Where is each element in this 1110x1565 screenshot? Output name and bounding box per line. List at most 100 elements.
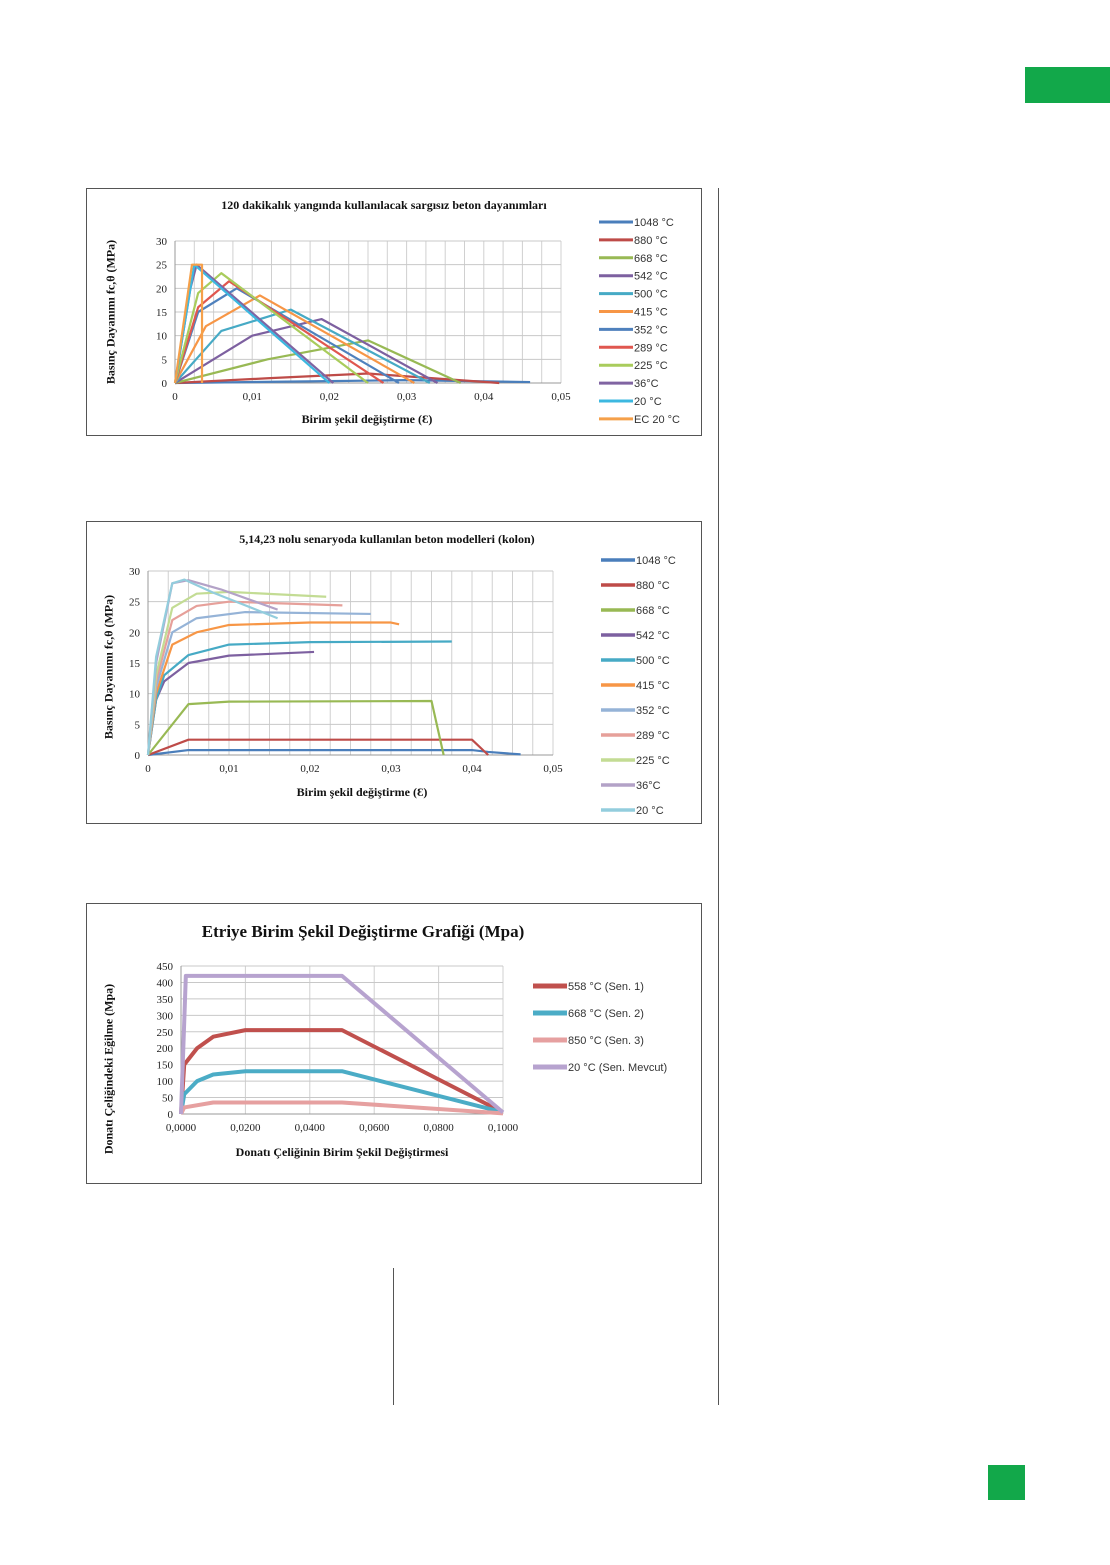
legend-label: 225 °C [636,755,670,767]
y-tick-label: 30 [156,236,168,248]
x-tick-label: 0,0600 [359,1122,390,1134]
y-tick-label: 0 [135,750,141,762]
column-divider [718,188,719,1405]
series-line-5 [174,294,415,384]
series-line-8 [173,272,369,384]
y-tick-label: 50 [162,1093,174,1105]
legend-label: 415 °C [636,680,670,692]
legend-label: 352 °C [636,705,670,717]
legend-label: 668 °C [634,253,668,265]
legend-label: 558 °C (Sen. 1) [568,981,644,993]
y-tick-label: 30 [129,566,141,578]
y-tick-label: 100 [157,1076,174,1088]
x-tick-label: 0,04 [462,763,482,775]
y-tick-label: 20 [129,627,141,639]
y-tick-label: 15 [156,307,168,319]
series-line-0 [147,748,521,757]
y-axis-title: Donatı Çeliğindeki Eğilme (Mpa) [101,983,116,1155]
legend-label: 20 °C [636,805,664,817]
y-tick-label: 0 [162,378,168,390]
y-tick-label: 5 [162,354,168,366]
series-line-7 [173,280,385,384]
y-tick-label: 150 [157,1060,174,1072]
legend-label: 542 °C [636,630,670,642]
chart-column-concrete-models: 0 5 10 15 20 25 30 0 0,01 0,02 0,03 0,04 0,05 1048 °C… [86,521,702,824]
series-line-10 [146,578,279,756]
legend-label: 668 °C [636,605,670,617]
series-line-4 [146,640,452,756]
section-tab-marker [1025,67,1110,103]
x-tick-label: 0,1000 [488,1122,519,1134]
x-tick-label: 0,02 [320,391,339,403]
y-tick-label: 450 [157,961,174,973]
y-tick-label: 0 [168,1109,174,1121]
legend-label: 415 °C [634,307,668,319]
x-tick-label: 0,0800 [423,1122,454,1134]
x-tick-label: 0,01 [243,391,262,403]
series-line-2 [174,339,462,385]
legend-label: 36°C [636,780,661,792]
y-tick-label: 20 [156,283,168,295]
x-tick-label: 0 [172,391,178,403]
legend-label: 225 °C [634,360,668,372]
series-line-6 [146,610,371,756]
legend-label: 20 °C [634,396,662,408]
y-tick-label: 5 [135,719,141,731]
x-tick-label: 0 [145,763,151,775]
legend-label: EC 20 °C [634,414,680,426]
x-tick-label: 0,03 [397,391,417,403]
x-tick-label: 0,0000 [166,1122,197,1134]
legend-label: 880 °C [634,235,668,247]
series-line-3 [179,973,505,1115]
column-divider-lower [393,1268,394,1405]
legend-label: 880 °C [636,580,670,592]
y-tick-label: 10 [156,331,168,343]
series-line-2 [179,1100,504,1116]
x-axis-title: Donatı Çeliğinin Birim Şekil Değiştirmes… [235,1145,449,1159]
legend-label: 20 °C (Sen. Mevcut) [568,1062,667,1074]
chart-title: 120 dakikalık yangında kullanılacak sarg… [221,198,547,212]
x-tick-label: 0,04 [474,391,494,403]
series-line-11 [173,263,204,384]
x-tick-label: 0,03 [381,763,401,775]
chart-stirrup-strain: 0 50 100 150 200 250 300 350 400 450 0,0000 0,0200 0… [86,903,702,1184]
y-tick-label: 400 [157,977,174,989]
series-line-1 [174,372,500,385]
y-tick-label: 25 [156,260,168,272]
legend-label: 542 °C [634,271,668,283]
y-tick-label: 200 [157,1043,174,1055]
legend-label: 850 °C (Sen. 3) [568,1035,644,1047]
x-tick-label: 0,02 [300,763,319,775]
y-tick-label: 300 [157,1010,174,1022]
series-line-2 [147,699,445,756]
x-tick-label: 0,0200 [230,1122,261,1134]
series-line-1 [147,738,489,757]
x-axis-title: Birim şekil değiştirme (Ɛ) [296,785,428,799]
series-line-3 [174,318,439,384]
x-tick-label: 0,05 [543,763,563,775]
legend-label: 1048 °C [634,217,674,229]
chart-title: Etriye Birim Şekil Değiştirme Grafiği (M… [201,922,525,941]
legend-label: 352 °C [634,324,668,336]
series-line-5 [146,621,400,756]
legend-label: 289 °C [636,730,670,742]
chart-unconfined-concrete: 0 5 10 15 20 25 30 0 0,01 0,02 0,03 0,04 0,05 1048 °C… [86,188,702,436]
x-axis-title: Birim şekil değiştirme (Ɛ) [301,412,433,426]
x-tick-label: 0,01 [219,763,238,775]
y-tick-label: 25 [129,597,141,609]
y-tick-label: 250 [157,1027,174,1039]
series-line-4 [174,308,431,384]
y-tick-label: 350 [157,994,174,1006]
legend-label: 36°C [634,378,659,390]
y-axis-title: Basınç Dayanımı fc,θ (MPa) [103,239,118,385]
x-tick-label: 0,05 [551,391,571,403]
legend-label: 1048 °C [636,555,676,567]
page-number-marker [988,1465,1025,1500]
legend-label: 289 °C [634,342,668,354]
y-tick-label: 10 [129,689,141,701]
legend-label: 500 °C [634,289,668,301]
chart-title: 5,14,23 nolu senaryoda kullanılan beton … [239,532,535,546]
x-tick-label: 0,0400 [295,1122,326,1134]
legend-label: 500 °C [636,655,670,667]
series-line-1 [179,1069,504,1115]
